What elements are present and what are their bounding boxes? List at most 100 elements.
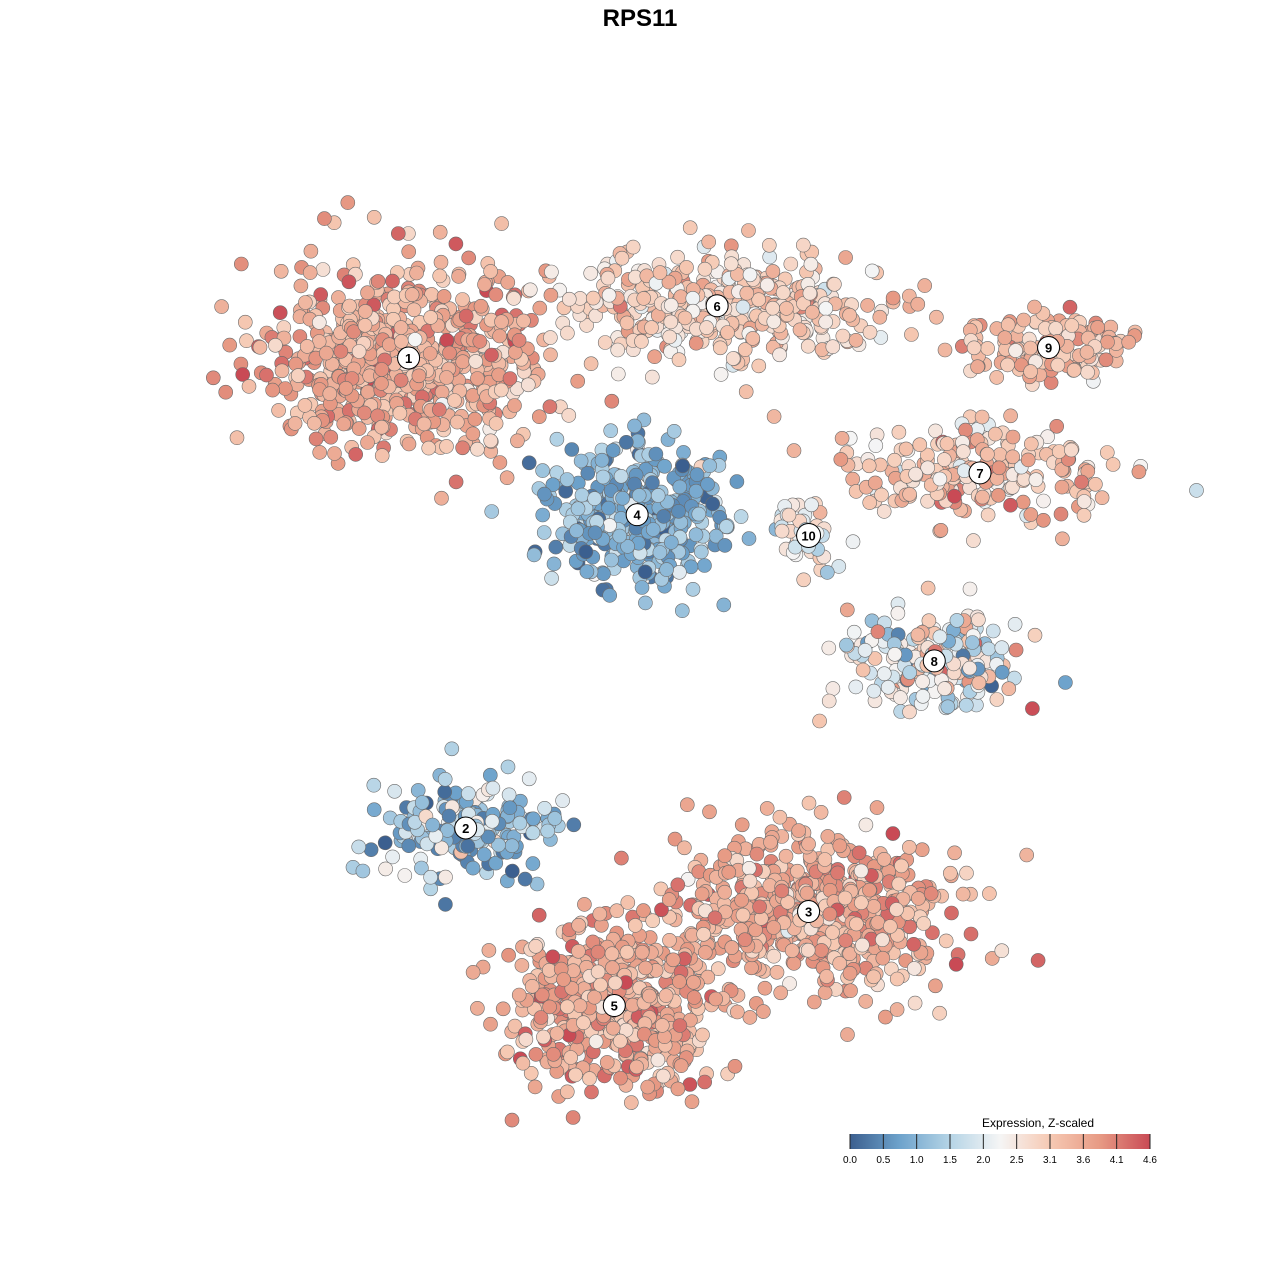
cell-point — [472, 334, 488, 349]
cell-point — [887, 646, 903, 662]
cell-point — [1023, 340, 1038, 356]
cell-point — [298, 295, 313, 310]
cell-point — [636, 903, 651, 918]
cluster-labels: 1 2 3 4 5 6 7 8 9 10 — [397, 294, 1061, 1018]
cell-point — [920, 460, 936, 476]
cell-point — [737, 342, 753, 357]
cell-point — [765, 300, 781, 316]
cell-point — [588, 1034, 604, 1049]
cell-point — [476, 847, 492, 862]
cell-point — [411, 368, 427, 384]
cell-point — [795, 237, 811, 253]
cell-point — [470, 1000, 485, 1016]
cell-point — [544, 264, 559, 280]
cell-point — [299, 339, 315, 354]
cell-point — [938, 933, 954, 949]
cell-point — [638, 595, 653, 611]
cell-point — [491, 837, 506, 853]
cell-point — [340, 195, 356, 210]
cell-point — [425, 817, 440, 833]
cell-point — [528, 938, 544, 954]
cell-point — [870, 915, 886, 930]
cell-point — [512, 815, 528, 831]
cell-point — [583, 265, 599, 281]
cell-point — [1005, 449, 1021, 465]
cell-point — [717, 884, 733, 900]
cluster-label-badge — [796, 523, 822, 549]
cell-point — [701, 234, 717, 250]
cell-point — [825, 925, 840, 940]
cell-point — [612, 528, 628, 544]
cell-point — [578, 544, 594, 560]
cell-point — [292, 329, 308, 344]
cell-point — [982, 886, 997, 901]
cell-point — [712, 340, 728, 356]
cell-point — [1062, 299, 1078, 315]
cell-point — [738, 384, 754, 400]
cell-point — [303, 243, 319, 259]
cell-point — [448, 236, 464, 252]
cell-point — [908, 466, 923, 482]
cell-point — [1000, 357, 1015, 373]
cell-point — [885, 290, 901, 306]
cell-point — [769, 964, 785, 980]
cell-point — [942, 865, 958, 881]
cell-point — [702, 804, 717, 820]
cell-point — [579, 318, 594, 333]
cluster-label-text: 8 — [931, 654, 938, 669]
cell-point — [523, 1066, 539, 1081]
cell-point — [229, 430, 245, 446]
cell-point — [980, 507, 996, 523]
cell-point — [716, 597, 732, 613]
cell-point — [991, 487, 1006, 503]
cell-point — [720, 325, 735, 340]
cell-point — [987, 426, 1003, 442]
cell-point — [1005, 429, 1021, 445]
cell-point — [535, 507, 551, 523]
cell-point — [663, 535, 679, 550]
cell-point — [1064, 442, 1079, 458]
cell-point — [751, 292, 767, 308]
cluster-label-2: 2 — [454, 816, 478, 840]
cell-point — [597, 335, 613, 350]
cell-point — [947, 845, 962, 861]
cell-point — [702, 458, 718, 474]
cell-point — [821, 640, 837, 656]
cell-point — [786, 443, 802, 458]
cell-point — [734, 892, 749, 908]
cell-point — [465, 426, 481, 442]
cell-point — [835, 328, 851, 344]
cell-point — [473, 298, 489, 314]
cell-point — [432, 224, 448, 240]
cell-point — [845, 471, 861, 487]
cell-point — [981, 641, 996, 657]
cell-point — [663, 297, 679, 313]
cell-point — [531, 907, 547, 923]
cell-point — [667, 831, 683, 847]
cell-point — [648, 446, 664, 462]
cell-point — [1189, 483, 1204, 498]
cell-point — [387, 783, 402, 799]
cell-point — [735, 907, 751, 923]
cell-point — [547, 811, 563, 826]
cell-point — [393, 372, 409, 388]
cell-point — [1049, 418, 1064, 434]
cell-point — [1050, 357, 1066, 373]
cell-point — [752, 899, 767, 915]
cell-point — [670, 877, 686, 893]
cell-point — [573, 453, 589, 469]
cell-point — [832, 956, 848, 971]
cell-point — [500, 1044, 515, 1060]
cluster-label-text: 3 — [805, 905, 812, 920]
cell-point — [1028, 472, 1044, 488]
cluster-label-text: 9 — [1045, 341, 1052, 356]
cell-point — [590, 964, 606, 980]
cell-point — [559, 1084, 575, 1100]
cell-point — [593, 977, 608, 993]
cell-point — [959, 865, 974, 881]
cell-point — [374, 376, 389, 391]
cell-point — [561, 408, 577, 423]
cell-point — [1088, 476, 1103, 492]
cell-point — [713, 367, 729, 382]
cell-point — [766, 314, 782, 329]
